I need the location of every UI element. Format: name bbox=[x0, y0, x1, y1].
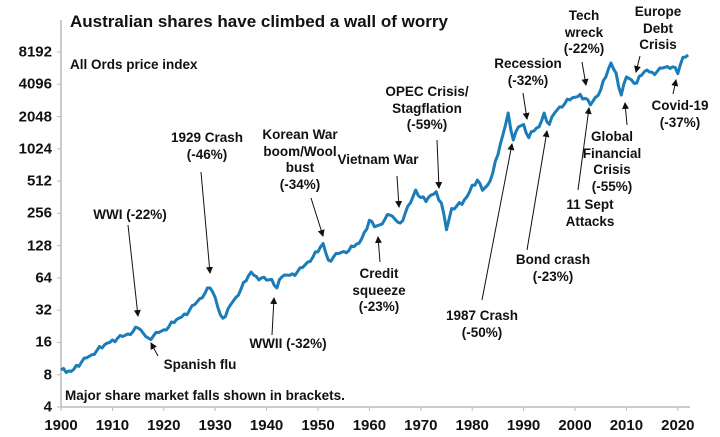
annotation-arrow-crash1929 bbox=[200, 171, 213, 274]
annotation-wwi: WWI (-22%) bbox=[93, 207, 167, 224]
x-tick-label: 1990 bbox=[506, 417, 541, 434]
annotation-arrow-covid bbox=[671, 79, 679, 95]
x-tick-label: 1960 bbox=[352, 417, 387, 434]
y-tick-label: 64 bbox=[35, 269, 52, 287]
annotation-line: (-50%) bbox=[461, 324, 503, 340]
annotation-arrow-crash1987 bbox=[481, 143, 515, 301]
annotation-line: (-55%) bbox=[591, 178, 633, 194]
chart-note: Major share market falls shown in bracke… bbox=[65, 388, 345, 403]
annotation-line: Recession bbox=[494, 56, 562, 71]
annotation-line: Stagflation bbox=[392, 100, 462, 116]
annotation-line: OPEC Crisis/ bbox=[385, 84, 469, 99]
annotation-crash1987: 1987 Crash (-50%) bbox=[446, 308, 518, 341]
annotation-line: (-22%) bbox=[563, 41, 605, 56]
annotation-arrow-vietnam bbox=[395, 175, 403, 208]
x-tick-label: 1920 bbox=[147, 417, 181, 434]
annotation-line: (-23%) bbox=[358, 299, 400, 314]
x-tick-label: 2010 bbox=[609, 417, 644, 434]
y-tick-label: 16 bbox=[35, 333, 52, 351]
annotation-wwii: WWII (-32%) bbox=[249, 336, 326, 353]
annotation-arrow-gfc bbox=[622, 102, 630, 126]
annotation-line: Vietnam War bbox=[337, 152, 419, 167]
annotation-line: Tech bbox=[568, 8, 600, 23]
annotation-line: Credit bbox=[359, 266, 399, 281]
annotation-line: Attacks bbox=[565, 213, 615, 229]
annotation-line: 11 Sept bbox=[566, 197, 614, 212]
annotation-line: bust bbox=[285, 160, 315, 175]
annotation-line: (-23%) bbox=[532, 268, 574, 284]
annotation-line: wreck bbox=[564, 24, 604, 40]
annotation-opec: OPEC Crisis/Stagflation (-59%) bbox=[385, 84, 468, 134]
annotation-gfc: Global Financial Crisis (-55%) bbox=[583, 129, 642, 195]
x-tick-label: 1940 bbox=[249, 417, 284, 434]
annotation-line: Crisis bbox=[593, 162, 631, 177]
annotation-line: Crisis bbox=[639, 37, 677, 52]
y-tick-label: 8192 bbox=[18, 43, 52, 61]
annotation-europe: Europe Debt Crisis bbox=[635, 4, 682, 54]
x-tick-label: 2020 bbox=[661, 417, 695, 434]
annotation-line: Covid-19 bbox=[651, 98, 709, 113]
x-tick-label: 2000 bbox=[558, 417, 592, 434]
annotation-arrow-credit bbox=[374, 236, 382, 263]
annotation-crash1929: 1929 Crash (-46%) bbox=[171, 130, 243, 163]
annotation-arrow-sept11 bbox=[577, 107, 592, 191]
annotation-arrow-spanish bbox=[150, 342, 159, 357]
annotation-arrow-wwi bbox=[127, 224, 141, 317]
annotation-vietnam: Vietnam War bbox=[337, 152, 418, 169]
x-tick-label: 1900 bbox=[44, 417, 78, 434]
annotation-line: Korean War bbox=[262, 127, 338, 142]
annotation-arrow-korean bbox=[310, 197, 325, 237]
annotation-line: (-37%) bbox=[659, 114, 701, 130]
annotation-line: Financial bbox=[582, 145, 642, 161]
series-line-all-ords bbox=[60, 53, 690, 374]
annotation-line: WWII (-32%) bbox=[249, 336, 327, 351]
chart-subtitle: All Ords price index bbox=[70, 57, 198, 72]
annotation-arrow-tech bbox=[581, 61, 589, 86]
annotation-line: boom/Wool bbox=[263, 143, 337, 159]
annotation-credit: Credit squeeze (-23%) bbox=[352, 266, 405, 316]
annotation-line: 1987 Crash bbox=[445, 308, 519, 323]
y-tick-label: 1024 bbox=[18, 140, 52, 158]
annotation-arrow-opec bbox=[435, 139, 443, 189]
y-tick-label: 32 bbox=[35, 301, 52, 319]
annotation-recession: Recession (-32%) bbox=[494, 56, 562, 89]
y-tick-label: 8 bbox=[43, 366, 52, 384]
annotation-arrow-europe bbox=[634, 55, 641, 73]
annotation-line: Europe bbox=[634, 4, 682, 19]
x-tick-label: 1950 bbox=[301, 417, 335, 434]
annotation-tech: Tech wreck (-22%) bbox=[564, 8, 605, 58]
annotation-line: Bond crash bbox=[515, 252, 591, 267]
y-tick-label: 256 bbox=[26, 204, 52, 222]
annotation-line: Debt bbox=[642, 20, 673, 36]
annotation-line: Spanish flu bbox=[163, 357, 237, 372]
annotation-line: WWI (-22%) bbox=[93, 207, 167, 222]
annotation-line: squeeze bbox=[352, 282, 406, 298]
annotation-arrow-bond bbox=[526, 130, 550, 251]
annotation-bond: Bond crash (-23%) bbox=[516, 252, 590, 285]
y-tick-label: 4096 bbox=[18, 75, 52, 93]
y-tick-label: 2048 bbox=[18, 108, 52, 126]
annotation-line: (-46%) bbox=[186, 146, 228, 162]
x-tick-label: 1910 bbox=[95, 417, 130, 434]
annotation-arrow-recession bbox=[522, 92, 530, 120]
annotation-line: (-32%) bbox=[507, 72, 549, 88]
x-tick-label: 1930 bbox=[198, 417, 232, 434]
chart-title: Australian shares have climbed a wall of… bbox=[70, 12, 448, 31]
annotation-korean: Korean War boom/Wool bust (-34%) bbox=[262, 127, 337, 193]
annotation-line: (-59%) bbox=[406, 117, 448, 132]
annotation-sept11: 11 Sept Attacks bbox=[566, 197, 615, 230]
y-tick-label: 128 bbox=[26, 237, 52, 255]
y-tick-label: 4 bbox=[43, 398, 52, 416]
annotation-covid: Covid-19 (-37%) bbox=[651, 98, 708, 131]
x-tick-label: 1970 bbox=[404, 417, 438, 434]
y-tick-label: 512 bbox=[26, 172, 52, 190]
x-tick-label: 1980 bbox=[455, 417, 489, 434]
annotation-line: Global bbox=[590, 129, 634, 144]
annotation-arrow-wwii bbox=[270, 297, 278, 336]
annotation-spanish: Spanish flu bbox=[164, 357, 237, 374]
annotation-line: (-34%) bbox=[279, 176, 321, 192]
annotation-line: 1929 Crash bbox=[170, 130, 244, 145]
